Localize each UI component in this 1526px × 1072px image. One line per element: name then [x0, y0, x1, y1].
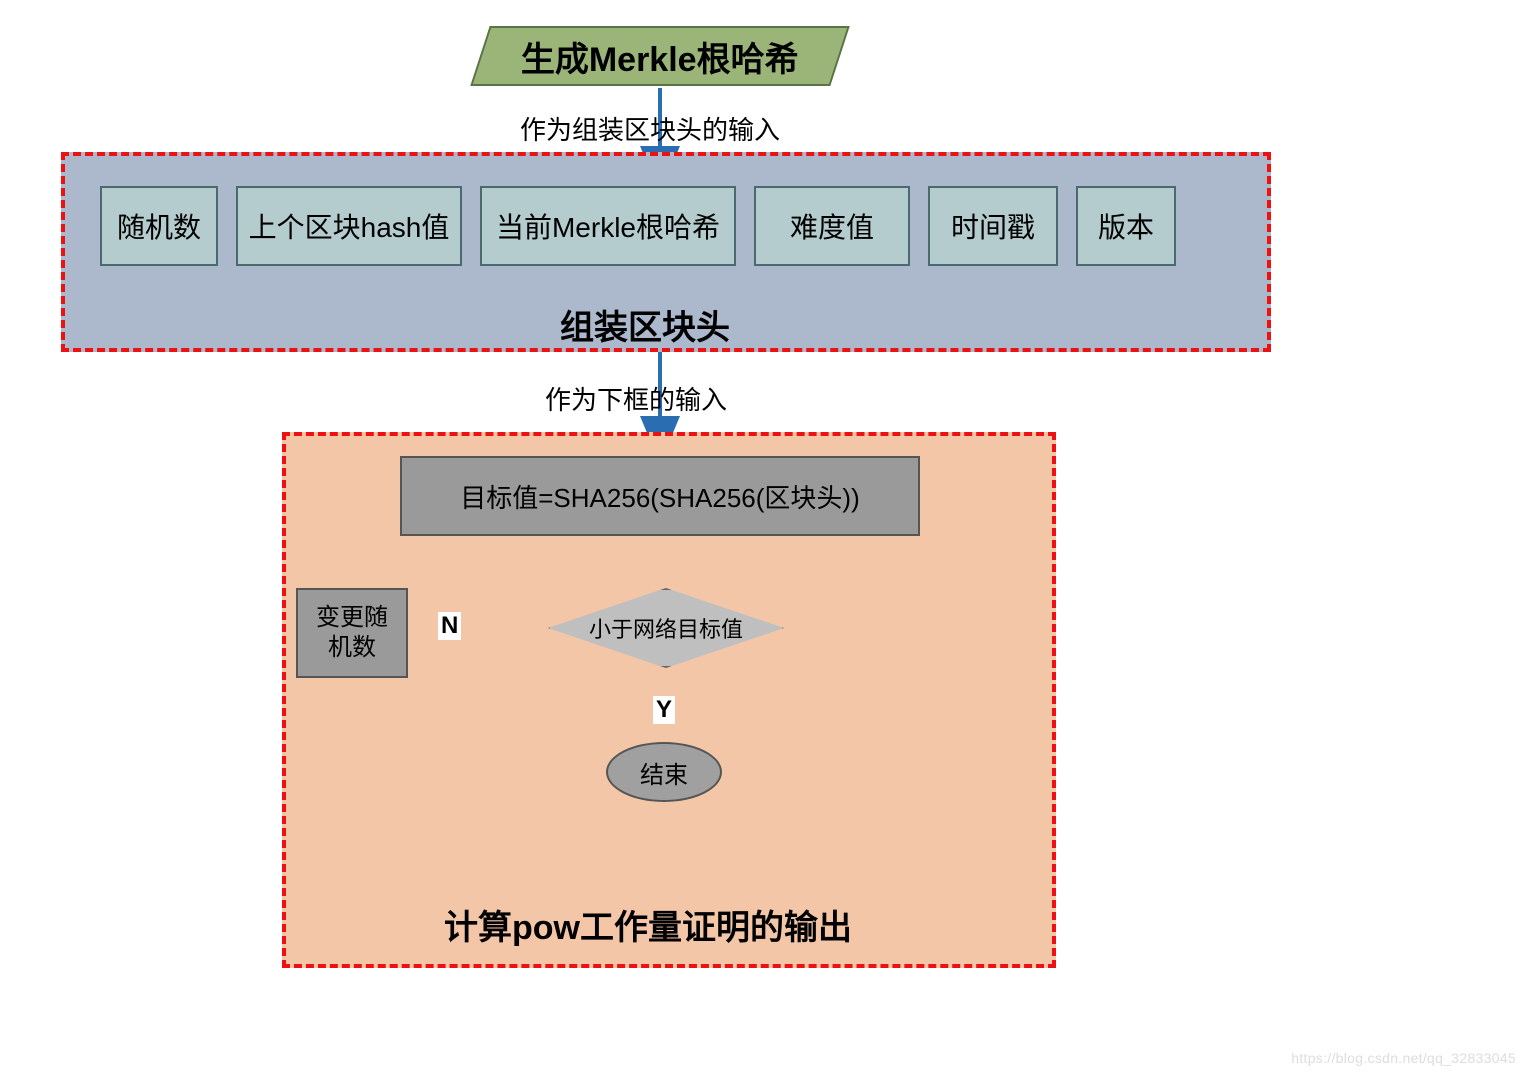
decision-label: 小于网络目标值: [589, 612, 743, 644]
flowchart-canvas: 生成Merkle根哈希 作为组装区块头的输入 随机数上个区块hash值当前Mer…: [0, 0, 1526, 1072]
branch-label-no: N: [438, 612, 461, 640]
start-label: 生成Merkle根哈希: [521, 32, 799, 81]
header-group-title: 组装区块头: [560, 300, 730, 349]
arrow-label-to-pow: 作为下框的输入: [545, 380, 727, 417]
hash-process-label: 目标值=SHA256(SHA256(区块头)): [460, 478, 860, 515]
pow-group-title: 计算pow工作量证明的输出: [444, 900, 852, 949]
header-field: 上个区块hash值: [236, 186, 462, 266]
start-node: 生成Merkle根哈希: [470, 26, 849, 86]
header-field: 时间戳: [928, 186, 1058, 266]
header-field: 当前Merkle根哈希: [480, 186, 736, 266]
change-nonce-process: 变更随机数: [296, 588, 408, 678]
header-field: 随机数: [100, 186, 218, 266]
terminal-node: 结束: [606, 742, 722, 802]
header-field: 难度值: [754, 186, 910, 266]
watermark: https://blog.csdn.net/qq_32833045: [1291, 1050, 1516, 1066]
header-field: 版本: [1076, 186, 1176, 266]
arrow-label-to-header: 作为组装区块头的输入: [520, 110, 780, 147]
hash-process: 目标值=SHA256(SHA256(区块头)): [400, 456, 920, 536]
change-nonce-label: 变更随机数: [306, 603, 398, 663]
branch-label-yes: Y: [653, 696, 675, 724]
terminal-label: 结束: [640, 755, 688, 790]
